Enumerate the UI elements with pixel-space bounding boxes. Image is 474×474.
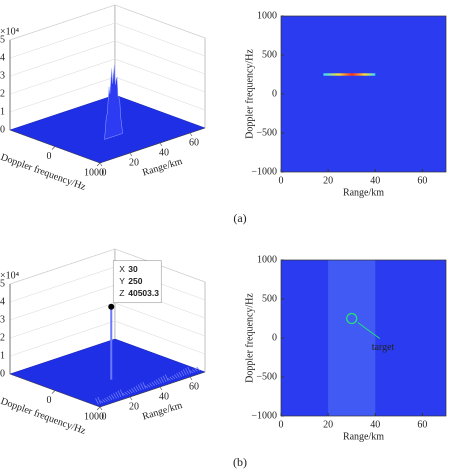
z-tick-label: 3: [0, 314, 5, 325]
y-tick-label: 500: [262, 49, 277, 60]
x-tick-label: 60: [189, 381, 199, 392]
x-tick-label: 20: [323, 419, 333, 430]
z-unit: ×10⁴: [0, 270, 20, 281]
tick-mark: [99, 406, 103, 411]
y-axis-label: Doppler frequency/Hz: [0, 396, 88, 437]
y-tick-label: 0: [272, 332, 277, 343]
target-marker: [346, 312, 358, 325]
tick-mark: [129, 152, 133, 157]
tick-mark: [51, 390, 56, 394]
datatip-box: [112, 260, 162, 304]
x-axis-label: Range/km: [141, 156, 184, 179]
z-tick-label: 4: [0, 296, 5, 307]
z-tick-label: 0: [0, 368, 5, 379]
datatip-value: 40503.3: [128, 288, 159, 298]
tick-mark: [159, 142, 163, 147]
y-axis-label: Doppler frequency/Hz: [0, 152, 88, 193]
z-tick-label: 0: [0, 124, 5, 135]
y-tick-label: 500: [262, 293, 277, 304]
target-streak: [323, 73, 376, 76]
annotation-arrow: [357, 322, 381, 339]
z-tick-label: 5: [0, 278, 5, 289]
x-tick-label: 40: [370, 419, 380, 430]
grid-line: [9, 40, 206, 77]
grid-line: [9, 58, 206, 95]
y-tick-label: −500: [256, 127, 277, 138]
grid-line: [9, 320, 206, 357]
tick-mark: [99, 162, 103, 167]
x-tick-label: 0: [102, 411, 107, 422]
z-tick-label: 4: [0, 52, 5, 63]
y-tick-label: 0: [272, 88, 277, 99]
z-tick-label: 3: [0, 70, 5, 81]
datatip-key: Z: [119, 288, 124, 298]
tick-mark: [51, 146, 56, 150]
y-axis-label: Doppler frequency/Hz: [244, 293, 255, 383]
z-tick-label: 1: [0, 106, 5, 117]
x-tick-label: 60: [189, 137, 199, 148]
grid-line: [9, 22, 206, 59]
tick-mark: [189, 132, 193, 137]
annotation: target: [372, 342, 395, 353]
x-tick-label: 40: [159, 147, 169, 158]
z-tick-label: 1: [0, 350, 5, 361]
x-tick-label: 20: [129, 401, 139, 412]
peak-shape: [104, 65, 123, 140]
y-tick-label: −1000: [251, 410, 277, 421]
caption: (b): [233, 455, 247, 469]
y-tick-label: 1000: [257, 254, 277, 265]
z-tick-label: 5: [0, 34, 5, 45]
tick-mark: [189, 376, 193, 381]
z-tick-label: 2: [0, 88, 5, 99]
x-tick-label: 20: [129, 157, 139, 168]
caption: (a): [233, 211, 246, 225]
tick-mark: [96, 162, 101, 167]
datatip-value: 30: [128, 264, 138, 274]
grid-line: [9, 4, 206, 41]
y-tick-label: −1000: [251, 166, 277, 177]
y-tick-label: 1000: [84, 411, 104, 422]
surface-ripple: [95, 366, 201, 405]
datatip-key: X: [119, 264, 125, 274]
datatip-key: Y: [119, 276, 125, 286]
x-axis: [99, 127, 206, 164]
x-tick-label: 60: [417, 419, 427, 430]
tick-mark: [96, 406, 101, 411]
tick-mark: [129, 396, 133, 401]
y-tick-label: −500: [256, 371, 277, 382]
x-tick-label: 40: [159, 391, 169, 402]
heatmap-band: [328, 260, 376, 416]
x-axis-label: Range/km: [141, 400, 184, 423]
z-unit: ×10⁴: [0, 26, 20, 37]
y-tick-label: 0: [47, 151, 52, 162]
x-axis-label: Range/km: [343, 187, 384, 198]
x-tick-label: 40: [370, 175, 380, 186]
datatip-point: [108, 303, 115, 310]
datatip-value: 250: [128, 276, 142, 286]
x-tick-label: 0: [102, 167, 107, 178]
grid-line: [9, 248, 206, 285]
z-tick-label: 2: [0, 332, 5, 343]
heatmap: [281, 16, 446, 172]
y-tick-label: 1000: [84, 167, 104, 178]
x-tick-label: 0: [279, 175, 284, 186]
y-axis-label: Doppler frequency/Hz: [244, 49, 255, 139]
x-tick-label: 20: [323, 175, 333, 186]
y-tick-label: 1000: [257, 10, 277, 21]
tick-mark: [159, 386, 163, 391]
x-axis: [99, 371, 206, 408]
y-tick-label: 0: [47, 395, 52, 406]
x-tick-label: 60: [417, 175, 427, 186]
x-axis-label: Range/km: [343, 431, 384, 442]
x-tick-label: 0: [279, 419, 284, 430]
